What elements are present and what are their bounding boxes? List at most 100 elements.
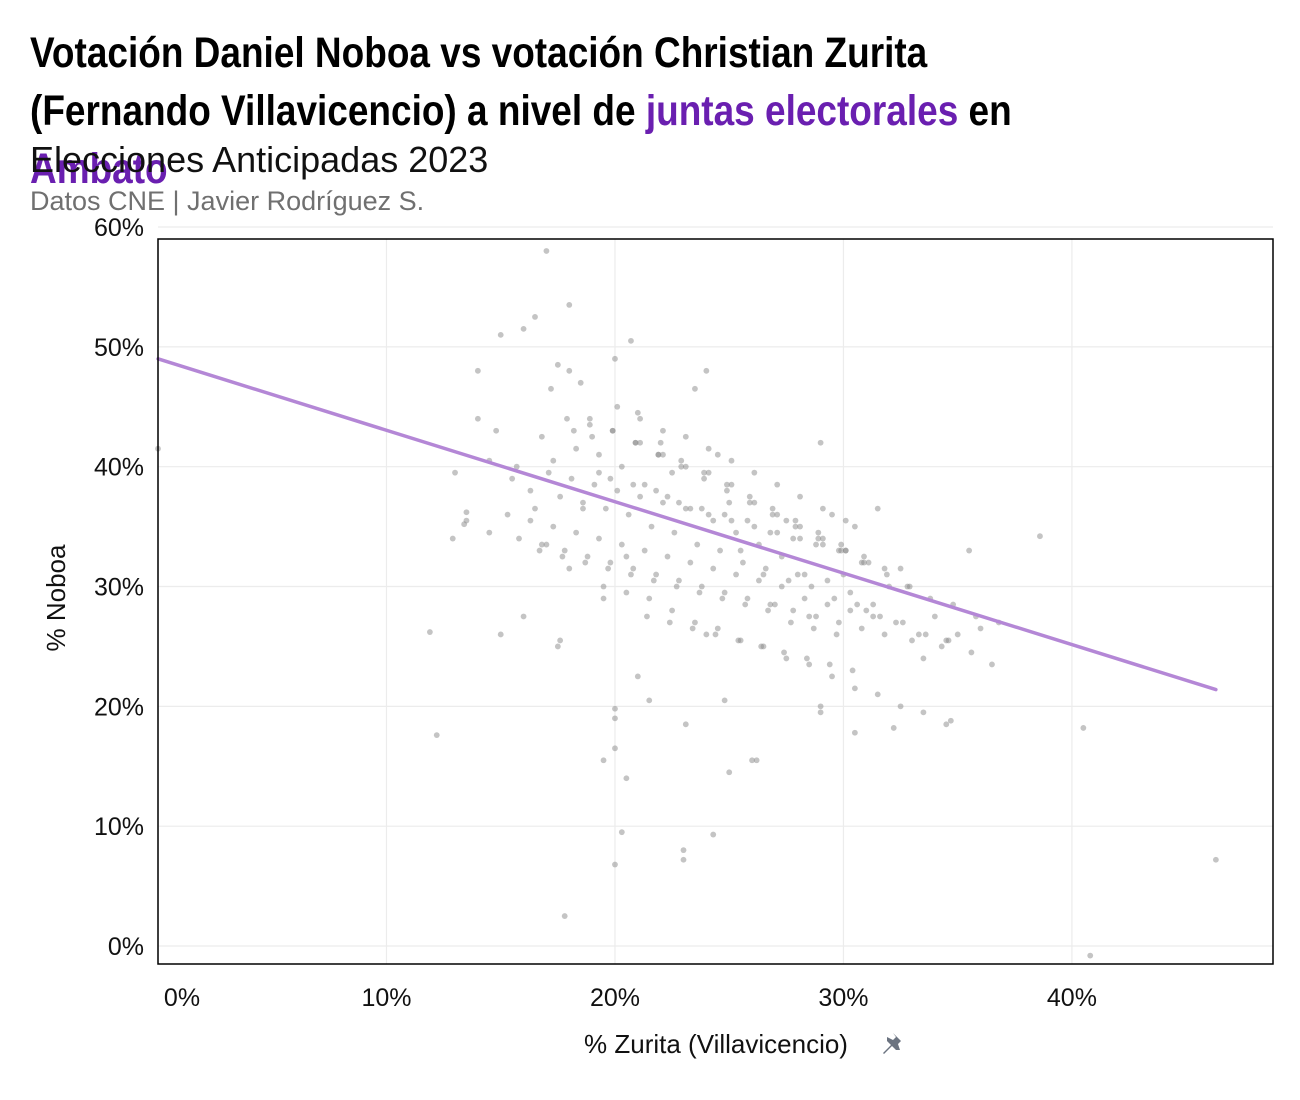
data-point (897, 703, 904, 710)
data-point (819, 541, 826, 548)
data-point (493, 427, 500, 434)
data-point (596, 535, 602, 542)
data-point (568, 475, 575, 482)
data-point (847, 607, 854, 614)
data-point (669, 607, 675, 614)
data-point (452, 469, 458, 476)
data-point (767, 529, 774, 536)
data-point (774, 481, 781, 488)
data-point (726, 769, 733, 776)
data-point (714, 451, 721, 458)
data-point (689, 625, 696, 632)
data-point (728, 517, 735, 524)
data-point (849, 667, 856, 674)
data-point (463, 509, 470, 516)
data-point (474, 415, 481, 422)
data-point (906, 583, 913, 590)
data-point (874, 505, 881, 512)
data-point (660, 427, 666, 434)
data-point (760, 571, 767, 578)
data-point (767, 601, 774, 608)
data-point (922, 631, 929, 638)
data-point (566, 367, 573, 374)
data-point (893, 619, 899, 626)
data-point (602, 505, 609, 512)
data-point (931, 613, 938, 620)
data-point (648, 523, 655, 530)
data-point (650, 577, 657, 584)
data-point (682, 463, 689, 470)
data-point (513, 463, 520, 470)
data-point (835, 619, 842, 626)
data-point (474, 367, 481, 374)
data-point (463, 517, 470, 524)
chart-title: Votación Daniel Noboa vs votación Christ… (30, 24, 1105, 198)
data-point (870, 613, 877, 620)
data-point (486, 529, 493, 536)
data-point (641, 481, 648, 488)
data-point (632, 439, 639, 446)
x-axis-label: % Zurita (Villavicencio) (584, 1029, 848, 1059)
data-point (561, 547, 568, 554)
data-point (838, 547, 845, 554)
data-point (744, 517, 751, 524)
data-point (797, 493, 803, 500)
data-point (831, 595, 838, 602)
data-point (968, 649, 975, 656)
data-point (637, 493, 644, 500)
data-point (826, 661, 833, 668)
data-point (550, 457, 557, 464)
data-point (769, 511, 776, 518)
data-point (516, 535, 522, 542)
data-point (920, 709, 927, 716)
data-point (561, 913, 568, 919)
data-point (609, 427, 616, 434)
data-point (765, 607, 771, 614)
data-point (548, 385, 554, 392)
data-point (735, 637, 742, 644)
data-point (744, 595, 751, 602)
data-point (644, 613, 650, 620)
data-point (559, 553, 566, 560)
data-point (742, 601, 749, 608)
data-point (705, 511, 712, 518)
data-point (801, 571, 808, 578)
data-point (787, 619, 794, 626)
data-point (851, 729, 858, 736)
data-point (694, 541, 701, 548)
data-point (728, 457, 735, 464)
data-point (813, 613, 819, 620)
data-points (155, 248, 1219, 959)
data-point (712, 631, 719, 638)
data-point (696, 589, 703, 596)
data-point (538, 541, 545, 548)
data-point (584, 553, 591, 560)
data-point (746, 499, 753, 506)
data-point (881, 565, 888, 572)
data-point (806, 661, 813, 668)
data-point (600, 583, 607, 590)
data-point (938, 643, 945, 650)
data-point (865, 559, 872, 566)
y-tick-label: 0% (108, 933, 144, 961)
data-point (772, 601, 778, 608)
data-point (554, 643, 561, 650)
data-point (808, 583, 815, 590)
data-point (815, 529, 822, 536)
data-point (682, 505, 689, 512)
data-point (557, 637, 564, 644)
data-point (669, 469, 675, 476)
data-point (966, 547, 973, 554)
data-point (612, 355, 618, 362)
data-point (676, 577, 682, 584)
data-point (509, 475, 516, 482)
data-point (724, 481, 730, 488)
data-point (545, 469, 552, 476)
data-point (623, 775, 630, 782)
data-point (781, 649, 787, 656)
data-point (497, 331, 504, 338)
x-tick-label: 40% (1047, 984, 1097, 1012)
data-point (618, 463, 625, 470)
data-point (591, 481, 598, 488)
data-point (586, 421, 593, 428)
